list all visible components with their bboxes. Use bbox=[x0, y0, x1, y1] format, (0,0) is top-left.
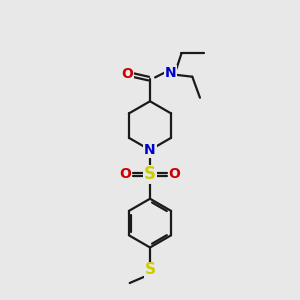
Text: O: O bbox=[168, 167, 180, 182]
Text: O: O bbox=[122, 67, 134, 81]
Text: S: S bbox=[145, 262, 155, 277]
Text: S: S bbox=[144, 165, 156, 183]
Text: O: O bbox=[120, 167, 132, 182]
Text: N: N bbox=[144, 143, 156, 157]
Text: N: N bbox=[164, 66, 176, 80]
Text: N: N bbox=[144, 143, 156, 157]
